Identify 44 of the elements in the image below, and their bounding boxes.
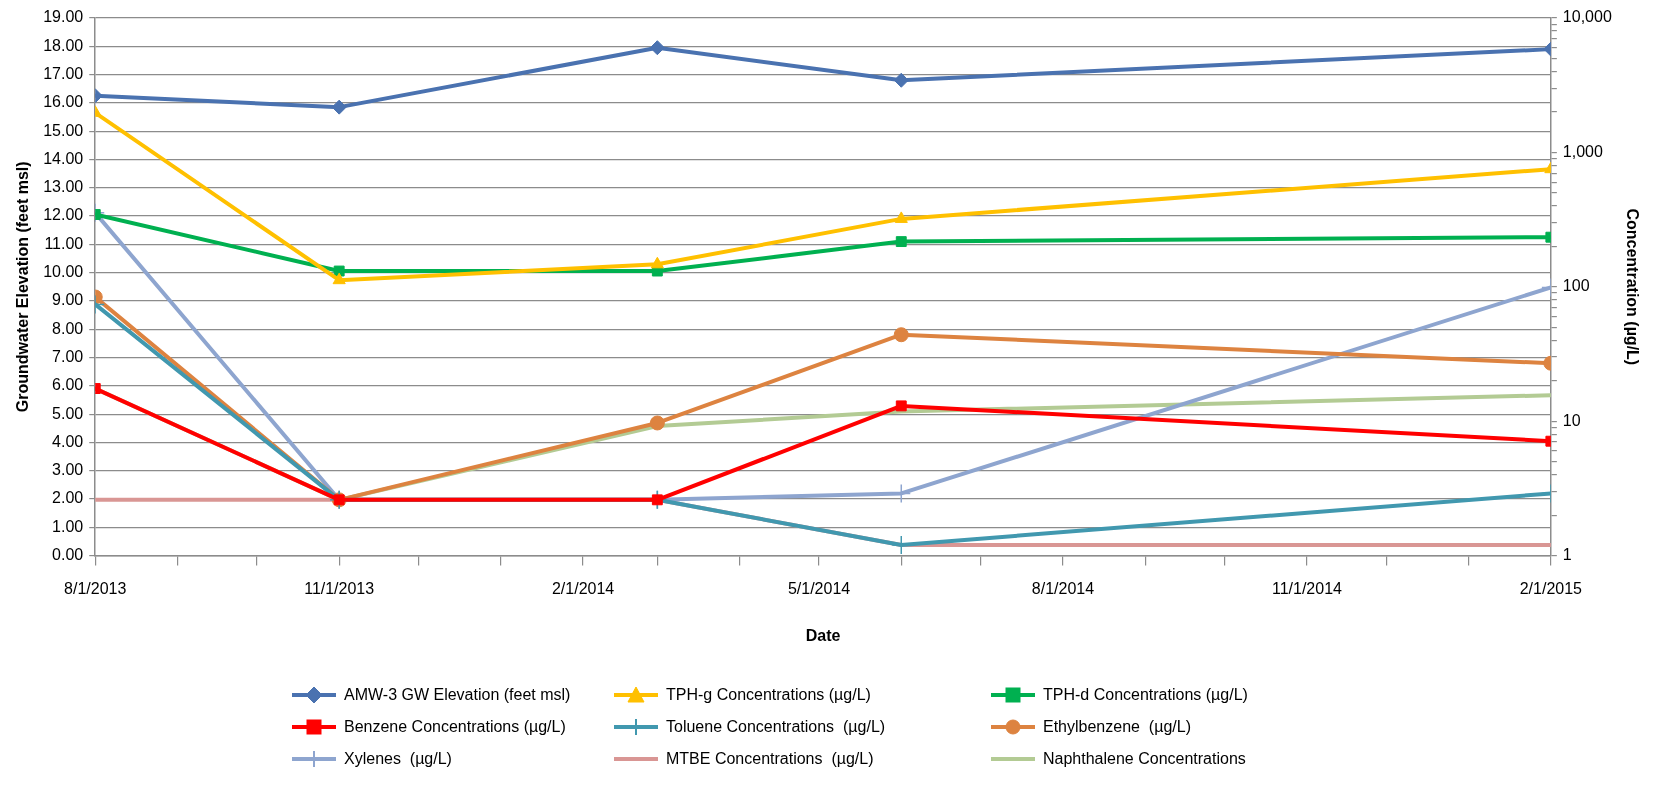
y-tick-label: 15.00 — [43, 121, 84, 139]
y2-tick-label: 1 — [1562, 546, 1572, 564]
y-tick-label: 9.00 — [52, 291, 84, 309]
legend-label: Xylenes (µg/L) — [344, 750, 452, 768]
x-tick-label: 11/1/2013 — [304, 579, 375, 597]
y2-axis-title: Concentration (µg/L) — [1623, 208, 1641, 366]
y-tick-label: 5.00 — [52, 404, 84, 422]
x-tick-label: 8/1/2014 — [1031, 579, 1095, 597]
legend-label: Toluene Concentrations (µg/L) — [666, 718, 886, 736]
y-tick-label: 1.00 — [52, 517, 84, 535]
legend-label: MTBE Concentrations (µg/L) — [666, 750, 874, 768]
y-tick-label: 2.00 — [52, 489, 84, 507]
y-tick-label: 18.00 — [43, 36, 84, 54]
y-tick-label: 13.00 — [43, 178, 84, 196]
x-tick-label: 2/1/2014 — [551, 579, 615, 597]
y-tick-label: 0.00 — [52, 546, 84, 564]
y-tick-label: 6.00 — [52, 376, 84, 394]
x-tick-label: 11/1/2014 — [1271, 579, 1343, 597]
y-tick-label: 4.00 — [52, 432, 84, 450]
y-tick-label: 8.00 — [52, 319, 84, 337]
legend-label: TPH-g Concentrations (µg/L) — [666, 686, 871, 704]
y-tick-label: 7.00 — [52, 347, 84, 365]
y-tick-label: 3.00 — [52, 461, 84, 479]
y2-tick-label: 100 — [1562, 277, 1590, 295]
legend-label: Benzene Concentrations (µg/L) — [344, 718, 566, 736]
y-tick-label: 11.00 — [44, 234, 84, 252]
x-tick-label: 5/1/2014 — [787, 579, 851, 597]
y-tick-label: 12.00 — [43, 206, 84, 224]
x-tick-label: 2/1/2015 — [1519, 579, 1583, 597]
legend-label: Ethylbenzene (µg/L) — [1043, 718, 1191, 736]
y-tick-label: 10.00 — [43, 263, 84, 281]
y-axis-title: Groundwater Elevation (feet msl) — [14, 161, 32, 413]
legend-label: TPH-d Concentrations (µg/L) — [1043, 686, 1248, 704]
x-tick-label: 8/1/2013 — [64, 579, 127, 597]
y-tick-label: 19.00 — [43, 8, 84, 26]
y-tick-label: 16.00 — [43, 93, 84, 111]
x-axis-title: Date — [805, 626, 841, 644]
legend-label: Naphthalene Concentrations — [1043, 750, 1246, 768]
y2-tick-label: 1,000 — [1562, 142, 1603, 160]
y2-tick-label: 10,000 — [1562, 8, 1612, 26]
y-tick-label: 14.00 — [43, 149, 84, 167]
legend-label: AMW-3 GW Elevation (feet msl) — [344, 686, 571, 704]
y2-tick-label: 10 — [1562, 411, 1581, 429]
y-tick-label: 17.00 — [43, 65, 84, 82]
